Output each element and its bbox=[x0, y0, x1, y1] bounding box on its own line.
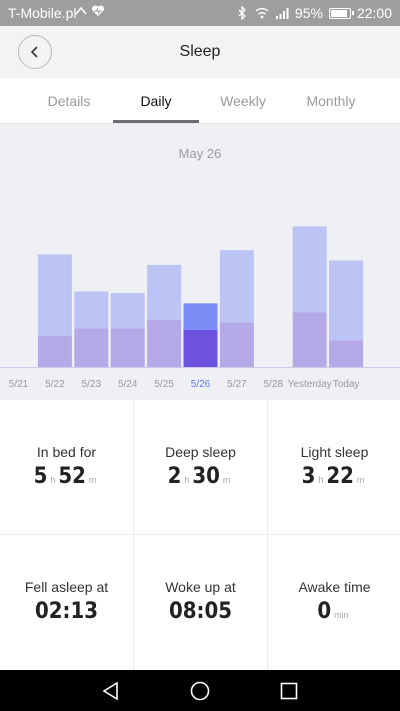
stat-unit: m bbox=[356, 475, 365, 485]
tab-monthly[interactable]: Monthly bbox=[306, 93, 356, 109]
x-tick-label: 5/22 bbox=[45, 379, 65, 390]
status-bar: T-Mobile.pl 95% 22:00 bbox=[0, 0, 400, 26]
stat-value: 5 h 52 m bbox=[0, 464, 133, 489]
bar-light-sleep[interactable] bbox=[329, 260, 364, 341]
notification-icons bbox=[74, 4, 105, 18]
stat-label: Woke up at bbox=[165, 579, 236, 595]
stat-woke-up: Woke up at 08:05 bbox=[134, 535, 267, 670]
bar-deep-sleep[interactable] bbox=[219, 322, 254, 367]
tab-weekly[interactable]: Weekly bbox=[220, 93, 266, 109]
active-tab-indicator bbox=[113, 120, 199, 123]
bar-light-sleep[interactable] bbox=[74, 291, 109, 329]
tab-daily[interactable]: Daily bbox=[140, 93, 172, 109]
sleep-bar-chart[interactable]: 5/21 5/22 5/23 5/24 5/25 5/26 5/27 5/28 Yesterda… bbox=[0, 124, 400, 400]
wifi-icon bbox=[255, 8, 269, 19]
home-circle-icon[interactable] bbox=[189, 680, 211, 702]
stat-value: 02:13 bbox=[0, 599, 133, 624]
back-button[interactable] bbox=[18, 35, 52, 69]
grid-divider bbox=[267, 400, 268, 670]
bar-light-sleep[interactable] bbox=[110, 293, 145, 329]
cast-icon bbox=[75, 6, 87, 15]
stat-value: 3 h 22 m bbox=[268, 464, 400, 489]
sleep-chart[interactable]: May 26 5/21 5/22 5/23 5/24 5/25 5/26 5/27 5/28 Y… bbox=[0, 124, 400, 400]
x-tick-label: 5/21 bbox=[9, 379, 29, 390]
stat-unit: min bbox=[334, 610, 349, 620]
stat-number: 02:13 bbox=[34, 599, 98, 624]
x-tick-label: Today bbox=[333, 379, 360, 390]
stat-value: 2 h 30 m bbox=[134, 464, 267, 489]
stat-light-sleep: Light sleep 3 h 22 m bbox=[268, 400, 400, 535]
stat-number: 5 bbox=[33, 464, 48, 489]
system-nav-bar bbox=[0, 670, 400, 711]
stat-number: 22 bbox=[326, 464, 354, 489]
recents-square-icon[interactable] bbox=[278, 680, 300, 702]
chevron-left-icon bbox=[30, 46, 38, 58]
stat-number: 52 bbox=[58, 464, 86, 489]
stat-label: Fell asleep at bbox=[24, 579, 109, 595]
stat-value: 08:05 bbox=[134, 599, 267, 624]
bar-deep-sleep[interactable] bbox=[183, 330, 218, 367]
grid-divider bbox=[0, 534, 400, 535]
bar-deep-sleep[interactable] bbox=[110, 328, 145, 367]
chart-date-label: May 26 bbox=[178, 146, 222, 161]
bar-deep-sleep[interactable] bbox=[329, 340, 364, 367]
back-triangle-icon[interactable] bbox=[100, 680, 122, 702]
stat-unit: m bbox=[88, 475, 97, 485]
bar-light-sleep[interactable] bbox=[37, 254, 72, 336]
stat-number: 2 bbox=[167, 464, 182, 489]
stat-deep-sleep: Deep sleep 2 h 30 m bbox=[134, 400, 267, 535]
app-header: Sleep bbox=[0, 26, 400, 78]
x-tick-label: 5/27 bbox=[227, 379, 247, 390]
bluetooth-icon bbox=[238, 6, 246, 20]
x-tick-label: 5/23 bbox=[82, 379, 102, 390]
carrier-label: T-Mobile.pl bbox=[8, 5, 77, 21]
stat-awake-time: Awake time 0 min bbox=[268, 535, 400, 670]
signal-icon bbox=[275, 8, 289, 19]
bar-light-sleep[interactable] bbox=[292, 226, 327, 313]
status-right: 95% 22:00 bbox=[235, 5, 392, 21]
stat-unit: m bbox=[222, 475, 231, 485]
battery-percent: 95% bbox=[294, 5, 323, 21]
bar-deep-sleep[interactable] bbox=[292, 312, 327, 367]
stat-unit: h bbox=[318, 475, 324, 485]
bar-light-sleep[interactable] bbox=[183, 303, 218, 330]
stat-label: Deep sleep bbox=[165, 444, 236, 460]
stat-number: 30 bbox=[192, 464, 220, 489]
stat-value: 0 min bbox=[268, 599, 400, 624]
x-tick-label: Yesterday bbox=[288, 379, 332, 390]
tab-bar: Details Daily Weekly Monthly bbox=[0, 78, 400, 124]
clock: 22:00 bbox=[356, 5, 392, 21]
battery-icon bbox=[328, 7, 354, 19]
stats-grid: In bed for 5 h 52 m Deep sleep 2 h 30 m Light … bbox=[0, 400, 400, 670]
x-tick-label: 5/25 bbox=[154, 379, 174, 390]
stat-label: In bed for bbox=[36, 444, 97, 460]
tab-details[interactable]: Details bbox=[47, 93, 91, 109]
bar-light-sleep[interactable] bbox=[219, 250, 254, 323]
bar-deep-sleep[interactable] bbox=[37, 335, 72, 367]
x-tick-label: 5/24 bbox=[118, 379, 138, 390]
heart-monitor-icon bbox=[91, 5, 105, 16]
bar-deep-sleep[interactable] bbox=[74, 328, 109, 367]
stat-fell-asleep: Fell asleep at 02:13 bbox=[0, 535, 133, 670]
stat-unit: h bbox=[50, 475, 56, 485]
bar-light-sleep[interactable] bbox=[147, 264, 182, 320]
x-tick-label: 5/28 bbox=[264, 379, 284, 390]
stat-label: Awake time bbox=[298, 579, 371, 595]
x-tick-label: 5/26 bbox=[191, 379, 211, 390]
stat-unit: h bbox=[184, 475, 190, 485]
stat-in-bed: In bed for 5 h 52 m bbox=[0, 400, 133, 535]
stat-label: Light sleep bbox=[300, 444, 369, 460]
stat-number: 0 bbox=[317, 599, 332, 624]
page-title: Sleep bbox=[179, 43, 221, 60]
stat-number: 3 bbox=[301, 464, 316, 489]
grid-divider bbox=[133, 400, 134, 670]
stat-number: 08:05 bbox=[168, 599, 232, 624]
bar-deep-sleep[interactable] bbox=[147, 319, 182, 367]
